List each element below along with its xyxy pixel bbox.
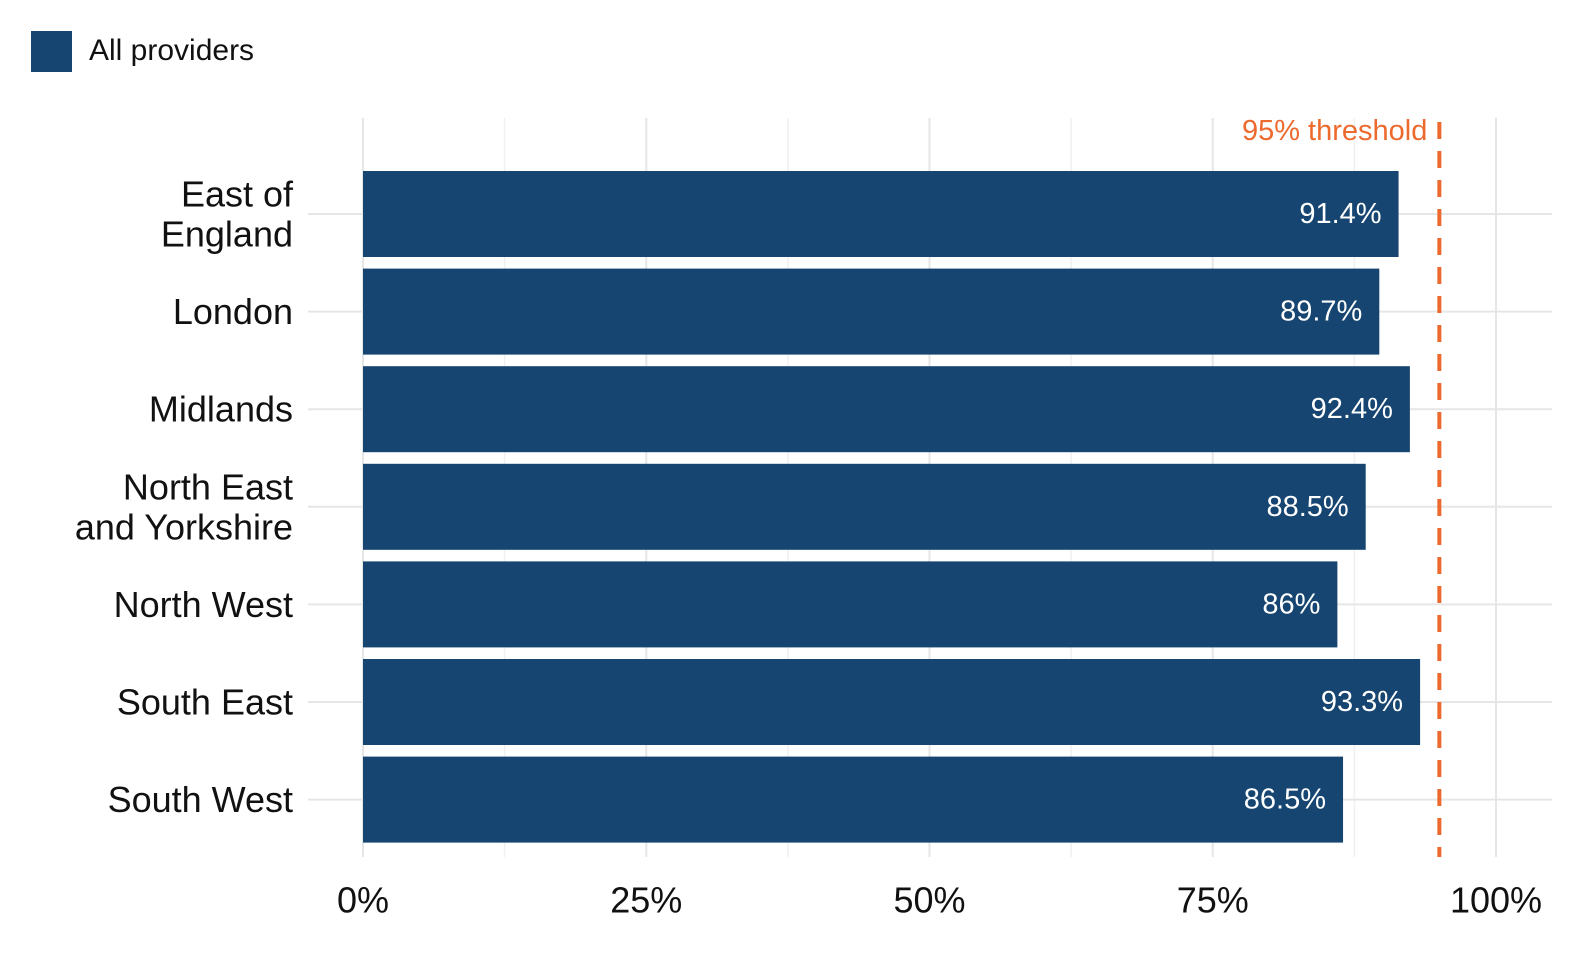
category-label: North West — [114, 584, 293, 625]
bar — [363, 366, 1410, 453]
data-label: 88.5% — [1266, 491, 1348, 523]
legend-label: All providers — [89, 34, 255, 67]
category-label: East of England — [161, 174, 294, 255]
legend: All providers — [31, 30, 255, 72]
bars — [363, 171, 1421, 843]
bar — [363, 659, 1421, 745]
legend-swatch — [31, 30, 72, 72]
category-label: Midlands — [149, 389, 293, 430]
data-label: 91.4% — [1299, 198, 1381, 230]
data-label: 93.3% — [1321, 686, 1403, 718]
threshold-line-group: 95% threshold — [1242, 115, 1442, 857]
data-label: 86.5% — [1244, 784, 1326, 816]
x-tick-label: 25% — [610, 880, 682, 921]
category-label: London — [173, 291, 293, 332]
data-labels: 91.4% 89.7% 92.4% 88.5% 86% 93.3% 86.5% — [1244, 198, 1403, 816]
category-label: North East and Yorkshire — [75, 466, 293, 547]
x-tick-label: 100% — [1450, 880, 1542, 921]
x-tick-label: 0% — [337, 880, 389, 921]
bar — [363, 268, 1380, 355]
bar — [363, 561, 1338, 648]
category-label: South East — [117, 682, 293, 723]
threshold-label: 95% threshold — [1242, 115, 1427, 147]
category-label: South West — [108, 779, 293, 820]
category-labels: East of England London Midlands North East an… — [75, 174, 294, 821]
data-label: 89.7% — [1280, 296, 1362, 328]
data-label: 86% — [1262, 588, 1320, 620]
x-tick-label: 75% — [1177, 880, 1249, 921]
x-axis-ticks: 0% 25% 50% 75% 100% — [337, 880, 1542, 921]
bar — [363, 756, 1344, 843]
x-tick-label: 50% — [893, 880, 965, 921]
bar — [363, 463, 1366, 550]
bar — [363, 171, 1399, 257]
data-label: 92.4% — [1311, 393, 1393, 425]
